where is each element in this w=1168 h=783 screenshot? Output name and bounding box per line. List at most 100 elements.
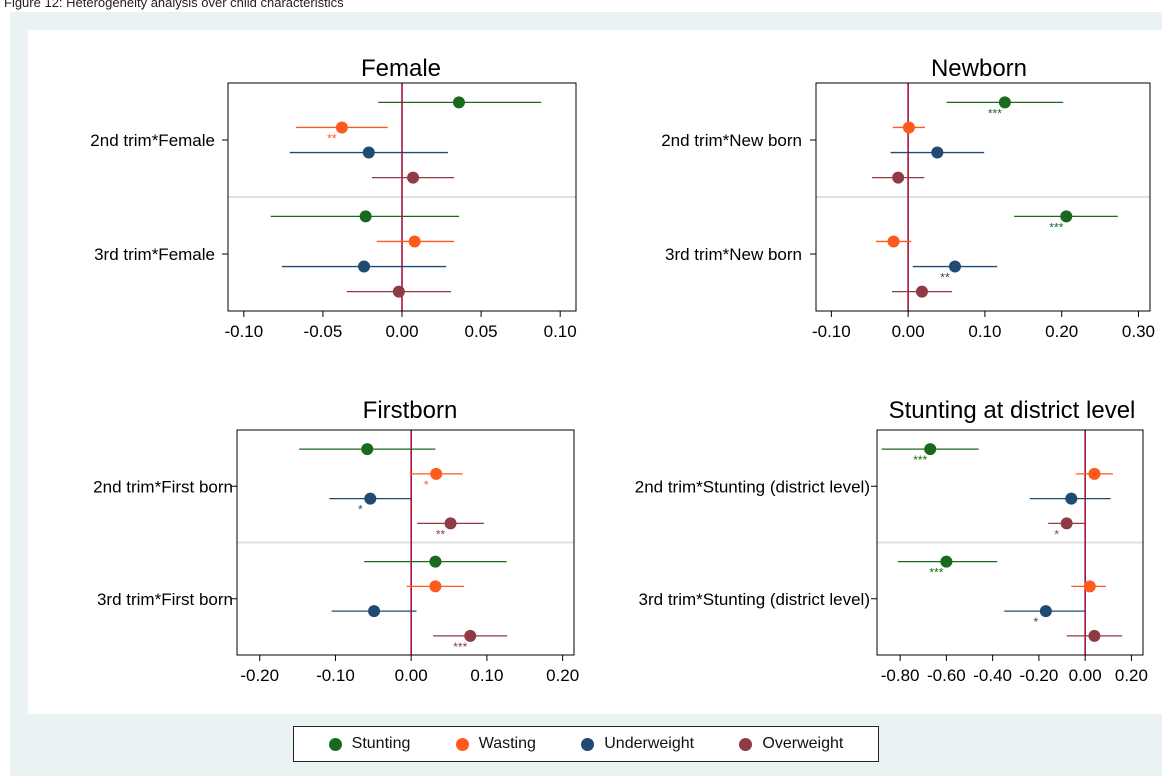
x-tick-label: -0.05: [304, 322, 343, 341]
point-stunting-2nd: [361, 443, 374, 456]
plot-area-background: [28, 30, 1165, 714]
x-tick-label: -0.40: [973, 666, 1012, 685]
legend-label-stunting: Stunting: [351, 735, 411, 752]
x-tick-label: 0.10: [470, 666, 503, 685]
plot-frame: [815, 82, 1151, 312]
y-category-label: 2nd trim*Female: [90, 131, 215, 150]
point-overweight-2nd: [892, 171, 905, 184]
point-overweight-3rd: [915, 285, 928, 298]
y-category-label: 3rd trim*Stunting (district level): [639, 590, 870, 609]
y-category-label: 2nd trim*Stunting (district level): [635, 477, 870, 496]
point-overweight-3rd: [1088, 629, 1101, 642]
legend-item-overweight: Overweight: [739, 735, 843, 753]
panel-title: Firstborn: [363, 397, 458, 424]
x-tick-label: 0.20: [546, 666, 579, 685]
y-category-label: 2nd trim*New born: [661, 131, 802, 150]
y-category-label: 3rd trim*Female: [94, 245, 215, 264]
plot-frame: [236, 429, 575, 656]
x-tick-label: -0.10: [316, 666, 355, 685]
x-tick-label: -0.20: [1020, 666, 1059, 685]
legend-label-overweight: Overweight: [762, 735, 844, 752]
point-overweight-2nd: [1060, 517, 1073, 530]
point-overweight-2nd: [407, 171, 420, 184]
x-tick-label: 0.10: [968, 322, 1001, 341]
x-tick-label: 0.05: [465, 322, 498, 341]
point-overweight-2nd: [444, 517, 457, 530]
point-wasting-2nd: [430, 467, 443, 480]
point-underweight-3rd: [368, 605, 381, 618]
x-tick-label: -0.20: [240, 666, 279, 685]
point-overweight-3rd: [392, 285, 405, 298]
legend-marker-overweight: [739, 737, 753, 751]
point-stunting-3rd: [429, 555, 442, 568]
point-overweight-3rd: [464, 629, 477, 642]
stars-wasting-2nd: *: [424, 478, 429, 492]
point-underweight-2nd: [1065, 492, 1078, 505]
x-tick-label: -0.10: [812, 322, 851, 341]
point-underweight-3rd: [1039, 605, 1052, 618]
x-tick-label: 0.00: [892, 322, 925, 341]
stars-underweight-3rd: **: [940, 271, 950, 285]
stars-underweight-2nd: *: [358, 503, 363, 517]
point-wasting-3rd: [429, 580, 442, 593]
point-wasting-2nd: [1088, 467, 1101, 480]
point-stunting-2nd: [924, 443, 937, 456]
point-wasting-3rd: [887, 235, 900, 248]
point-wasting-3rd: [408, 235, 421, 248]
stars-stunting-2nd: ***: [913, 453, 927, 467]
y-category-label: 3rd trim*First born: [97, 590, 233, 609]
x-tick-label: -0.80: [881, 666, 920, 685]
point-underweight-2nd: [931, 146, 944, 159]
stars-overweight-2nd: *: [1054, 527, 1059, 541]
y-category-label: 2nd trim*First born: [93, 477, 233, 496]
x-tick-label: -0.60: [927, 666, 966, 685]
point-stunting-3rd: [359, 210, 372, 223]
point-wasting-2nd: [902, 121, 915, 134]
stars-underweight-3rd: *: [1034, 615, 1039, 629]
stars-wasting-2nd: **: [327, 131, 337, 145]
panel-title: Female: [361, 55, 441, 82]
point-underweight-2nd: [364, 492, 377, 505]
legend-marker-underweight: [581, 737, 595, 751]
legend-item-wasting: Wasting: [455, 735, 536, 753]
point-underweight-3rd: [948, 260, 961, 273]
point-stunting-3rd: [940, 555, 953, 568]
panel-district-stunting: Stunting at district level********2nd tr…: [635, 397, 1148, 685]
x-tick-label: 0.30: [1122, 322, 1155, 341]
legend-marker-stunting: [328, 737, 342, 751]
legend: Stunting Wasting Underweight Overweight: [293, 726, 879, 762]
panel-title: Newborn: [931, 55, 1027, 82]
stars-stunting-3rd: ***: [1049, 220, 1063, 234]
x-tick-label: 0.10: [544, 322, 577, 341]
legend-label-underweight: Underweight: [604, 735, 695, 752]
y-category-label: 3rd trim*New born: [665, 245, 802, 264]
legend-item-underweight: Underweight: [581, 735, 694, 753]
point-wasting-2nd: [335, 121, 348, 134]
stars-overweight-2nd: **: [436, 527, 446, 541]
legend-item-stunting: Stunting: [328, 735, 411, 753]
x-tick-label: 0.00: [395, 666, 428, 685]
x-tick-label: 0.20: [1045, 322, 1078, 341]
stars-stunting-3rd: ***: [929, 566, 943, 580]
point-underweight-3rd: [358, 260, 371, 273]
point-stunting-3rd: [1060, 210, 1073, 223]
panel-female: Female ** 2nd trim*Female 3rd trim*Female -0…: [90, 55, 576, 341]
stars-stunting-2nd: ***: [988, 106, 1002, 120]
legend-label-wasting: Wasting: [478, 735, 536, 752]
point-wasting-3rd: [1083, 580, 1096, 593]
stars-overweight-3rd: ***: [453, 640, 467, 654]
point-stunting-2nd: [998, 96, 1011, 109]
x-tick-label: -0.10: [224, 322, 263, 341]
figure-caption: Figure 12: Heterogeneity analysis over c…: [4, 0, 344, 10]
plot-frame: [876, 429, 1144, 656]
x-tick-label: 0.00: [1069, 666, 1102, 685]
x-tick-label: 0.00: [385, 322, 418, 341]
point-underweight-2nd: [362, 146, 375, 159]
x-tick-label: 0.20: [1115, 666, 1148, 685]
point-stunting-2nd: [452, 96, 465, 109]
legend-marker-wasting: [455, 737, 469, 751]
panel-title: Stunting at district level: [889, 397, 1136, 424]
